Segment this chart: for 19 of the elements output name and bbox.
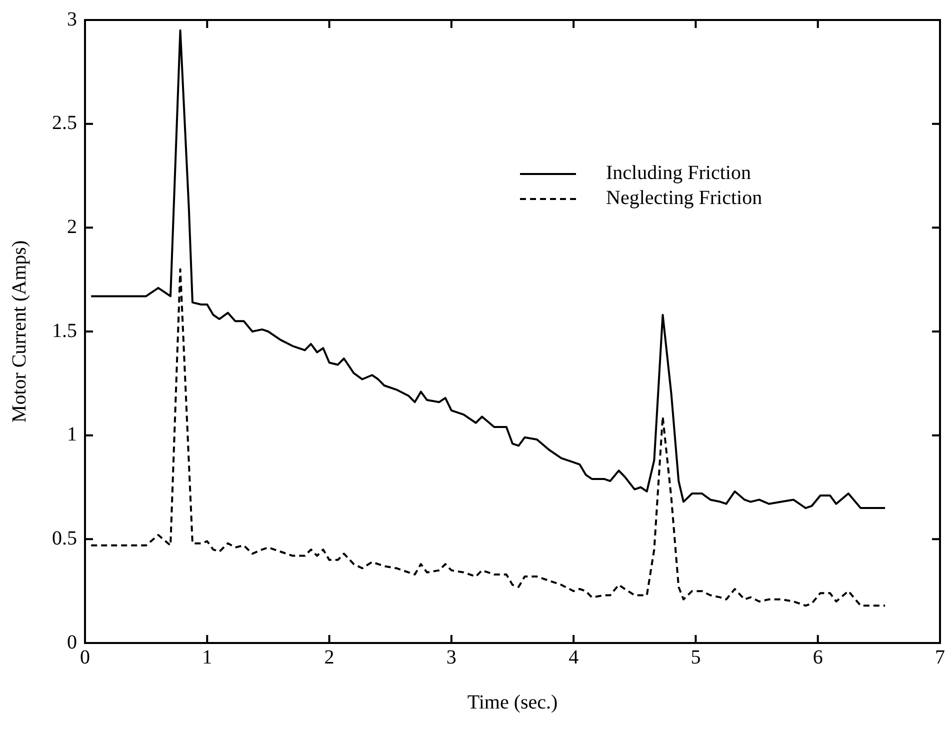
x-tick-label: 4 bbox=[568, 646, 579, 668]
y-tick-label: 1.5 bbox=[52, 320, 77, 342]
y-tick-label: 1 bbox=[67, 424, 77, 446]
x-tick-label: 2 bbox=[324, 646, 334, 668]
x-tick-label: 1 bbox=[202, 646, 212, 668]
legend-label: Including Friction bbox=[606, 162, 751, 185]
y-tick-label: 0.5 bbox=[52, 527, 77, 550]
x-tick-label: 6 bbox=[812, 646, 823, 668]
legend-label: Neglecting Friction bbox=[606, 187, 762, 210]
x-tick-label: 3 bbox=[446, 646, 456, 668]
y-tick-label: 2 bbox=[67, 216, 77, 238]
y-axis-title: Motor Current (Amps) bbox=[8, 240, 30, 423]
y-tick-label: 0 bbox=[67, 631, 77, 654]
y-tick-label: 3 bbox=[67, 8, 77, 30]
y-tick-label: 2.5 bbox=[52, 112, 77, 134]
x-axis-title: Time (sec.) bbox=[467, 691, 558, 714]
x-tick-label: 7 bbox=[935, 646, 945, 668]
line-series bbox=[90, 268, 886, 607]
x-tick-label: 5 bbox=[690, 646, 701, 668]
